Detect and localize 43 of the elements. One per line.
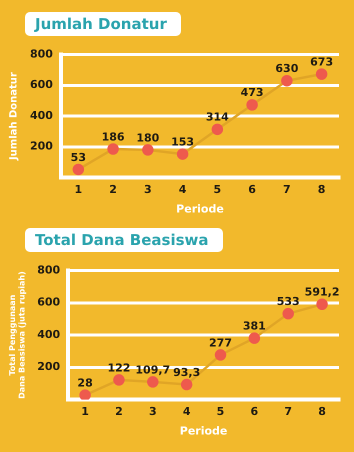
x-tick-label: 1 — [74, 183, 82, 196]
y-axis-title: Jumlah Donatur — [8, 72, 20, 162]
x-tick-label: 7 — [284, 405, 292, 418]
y-tick-label: 400 — [30, 108, 54, 122]
data-label: 381 — [242, 320, 266, 333]
y-tick-label: 200 — [37, 360, 60, 374]
x-tick-label: 2 — [109, 183, 117, 196]
x-tick-label: 1 — [81, 405, 89, 418]
x-axis-title: Periode — [176, 202, 224, 216]
x-tick-label: 4 — [182, 405, 191, 418]
data-label: 180 — [136, 131, 160, 144]
x-axis-title: Periode — [180, 424, 228, 438]
data-label: 314 — [206, 110, 230, 124]
x-tick-label: 6 — [248, 183, 256, 196]
x-tick-label: 2 — [115, 405, 123, 418]
data-label: 673 — [310, 55, 334, 68]
y-tick-label: 400 — [37, 328, 60, 341]
x-tick-label: 8 — [318, 183, 326, 196]
x-tick-label: 5 — [214, 183, 222, 196]
chart-title: Jumlah Donatur — [25, 12, 181, 36]
data-label: 28 — [77, 376, 93, 390]
x-tick-label: 8 — [318, 405, 326, 418]
data-label: 153 — [171, 135, 194, 148]
x-tick-label: 4 — [178, 183, 187, 196]
y-tick-label: 600 — [37, 296, 60, 309]
data-label: 591,2 — [304, 286, 340, 299]
x-tick-label: 3 — [148, 405, 157, 418]
y-tick-label: 200 — [30, 140, 54, 153]
x-tick-label: 6 — [250, 405, 259, 418]
y-tick-label: 600 — [30, 78, 54, 92]
chart-title: Total Dana Beasiswa — [25, 228, 223, 252]
data-label: 53 — [70, 150, 86, 164]
data-label: 473 — [240, 86, 264, 100]
y-tick-label: 800 — [30, 47, 54, 60]
data-label: 630 — [275, 62, 299, 76]
data-label: 186 — [102, 130, 125, 144]
x-tick-label: 5 — [216, 405, 224, 418]
y-axis-title: Total Penggunaan Dana Beasiswa (juta rupiah) — [8, 271, 26, 399]
data-label: 277 — [209, 336, 232, 350]
x-tick-label: 3 — [144, 183, 152, 196]
x-tick-label: 7 — [283, 183, 291, 196]
y-tick-label: 800 — [37, 263, 60, 276]
data-label: 93,3 — [173, 366, 200, 379]
